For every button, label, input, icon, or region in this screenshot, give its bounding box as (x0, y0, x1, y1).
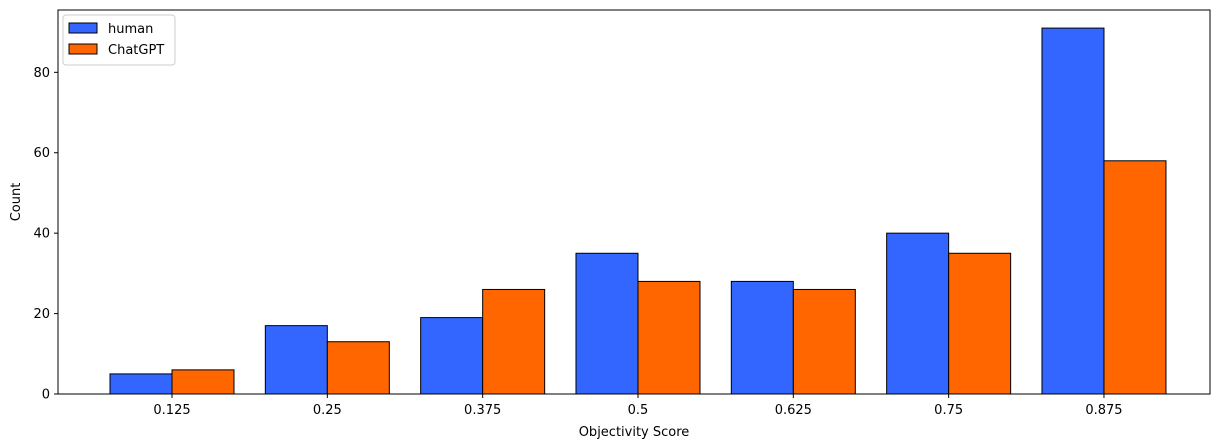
bar-chatgpt-0.25 (326, 341, 390, 395)
y-tick-label: 20 (33, 307, 50, 322)
x-tick-label: 0.25 (313, 403, 342, 418)
legend: human ChatGPT (62, 14, 176, 66)
bar-chatgpt-0.625 (792, 288, 856, 395)
y-axis: 0 20 40 60 80 (33, 66, 58, 403)
bar-human-0.125 (109, 373, 173, 395)
y-tick-label: 40 (33, 227, 50, 242)
bar-human-0.5 (575, 252, 639, 395)
x-tick-label: 0.125 (153, 403, 190, 418)
legend-swatch-chatgpt (68, 43, 98, 55)
bar-chatgpt-0.125 (171, 369, 235, 395)
legend-label-chatgpt: ChatGPT (108, 43, 164, 58)
bar-human-0.625 (730, 280, 794, 395)
bar-chatgpt-0.75 (948, 252, 1012, 395)
plot-frame (57, 9, 1211, 395)
bar-human-0.75 (886, 232, 950, 395)
legend-swatch-human (68, 22, 98, 34)
bar-human-0.375 (420, 317, 484, 395)
x-tick-label: 0.5 (628, 403, 649, 418)
x-tick-label: 0.625 (775, 403, 812, 418)
x-tick-label: 0.375 (464, 403, 501, 418)
bar-chatgpt-0.375 (482, 288, 546, 395)
x-axis-label: Objectivity Score (579, 425, 690, 440)
bar-human-0.875 (1041, 27, 1105, 395)
y-tick-label: 80 (33, 66, 50, 81)
bar-chatgpt-0.5 (637, 280, 701, 395)
y-tick-label: 60 (33, 146, 50, 161)
x-axis: 0.125 0.25 0.375 0.5 0.625 0.75 0.875 (153, 394, 1123, 418)
bars-group (109, 27, 1167, 395)
x-tick-label: 0.75 (934, 403, 963, 418)
legend-label-human: human (108, 22, 153, 37)
y-tick-label: 0 (42, 388, 50, 403)
bar-chatgpt-0.875 (1103, 160, 1167, 395)
y-axis-label: Count (9, 183, 24, 222)
x-tick-label: 0.875 (1085, 403, 1122, 418)
bar-human-0.25 (264, 325, 328, 395)
